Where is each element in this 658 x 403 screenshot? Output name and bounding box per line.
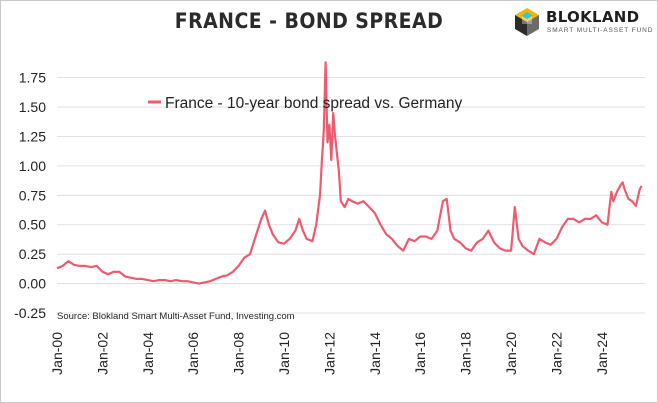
- x-tick-label: Jan-22: [548, 332, 564, 375]
- source-note: Source: Blokland Smart Multi-Asset Fund,…: [57, 311, 295, 322]
- x-tick-label: Jan-04: [140, 332, 156, 375]
- brand-tagline: SMART MULTI-ASSET FUND: [547, 27, 654, 34]
- x-axis: Jan-00 Jan-02 Jan-04 Jan-06 Jan-08 Jan-10 Jan-…: [49, 332, 610, 375]
- x-tick-label: Jan-12: [321, 332, 337, 375]
- y-tick-label: -0.25: [14, 305, 46, 321]
- x-tick-label: Jan-14: [367, 332, 383, 375]
- series-layer: [56, 61, 643, 285]
- y-tick-label: 1.50: [19, 99, 46, 115]
- y-axis: -0.25 0.00 0.25 0.50 0.75 1.00 1.25 1.50 1.75: [14, 70, 46, 321]
- x-tick-label: Jan-08: [231, 332, 247, 375]
- series-line: [56, 61, 643, 285]
- cube-logo-icon: [515, 8, 539, 36]
- x-tick-label: Jan-24: [594, 332, 610, 375]
- y-tick-label: 1.00: [19, 158, 46, 174]
- grid-lines: [57, 77, 645, 314]
- x-tick-label: Jan-02: [94, 332, 110, 375]
- x-tick-label: Jan-20: [503, 332, 519, 375]
- y-tick-label: 1.75: [19, 70, 46, 86]
- x-tick-label: Jan-18: [458, 332, 474, 375]
- y-tick-label: 0.25: [19, 246, 46, 262]
- x-tick-label: Jan-10: [276, 332, 292, 375]
- brand-logo: BLOKLAND SMART MULTI-ASSET FUND: [512, 6, 652, 40]
- legend: France - 10-year bond spread vs. Germany: [148, 95, 462, 112]
- x-tick-label: Jan-06: [185, 332, 201, 375]
- x-tick-label: Jan-16: [412, 332, 428, 375]
- x-tick-label: Jan-00: [49, 332, 65, 375]
- chart-title: FRANCE - BOND SPREAD: [174, 9, 444, 33]
- y-tick-label: 0.50: [19, 217, 46, 233]
- y-tick-label: 0.75: [19, 187, 46, 203]
- legend-label: France - 10-year bond spread vs. Germany: [165, 95, 462, 112]
- brand-name: BLOKLAND: [546, 8, 640, 26]
- y-tick-label: 1.25: [19, 128, 46, 144]
- y-tick-label: 0.00: [19, 276, 46, 292]
